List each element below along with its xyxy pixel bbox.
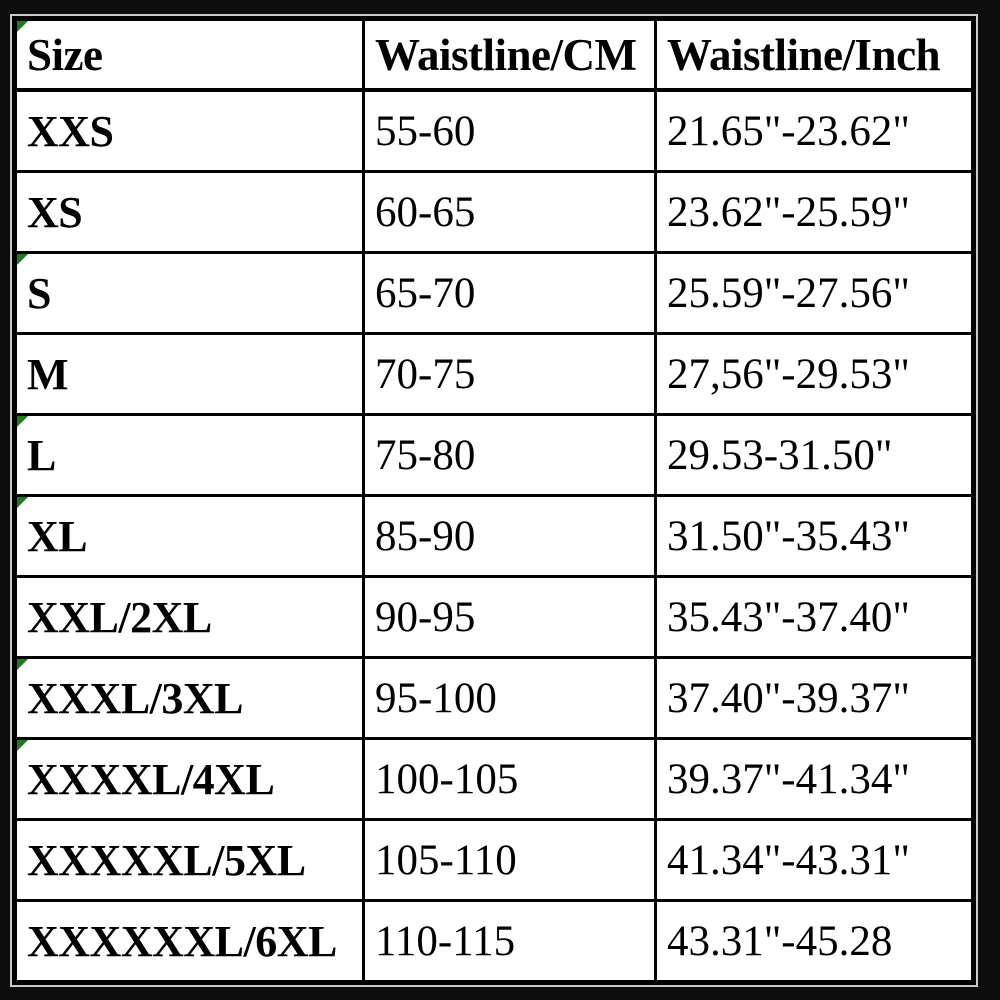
waistline-cm-cell: 100-105 — [362, 737, 657, 821]
waistline-cm-cell-text: 70-75 — [375, 350, 476, 398]
waistline-inch-cell: 25.59"-27.56" — [654, 251, 975, 335]
waistline-cm-cell-text: 85-90 — [375, 512, 476, 560]
waistline-inch-cell-text: 41.34"-43.31" — [667, 836, 910, 884]
table-row: L 75-80 29.53-31.50" — [13, 413, 975, 497]
size-chart-table: Size Waistline/CM Waistline/Inch XXS 55-6… — [10, 14, 978, 987]
size-cell-text: XL — [27, 511, 88, 561]
waistline-inch-cell-text: 27,56"-29.53" — [667, 350, 910, 398]
size-cell: L — [13, 413, 365, 497]
waistline-cm-cell: 70-75 — [362, 332, 657, 416]
waistline-inch-cell: 37.40"-39.37" — [654, 656, 975, 740]
waistline-inch-cell: 41.34"-43.31" — [654, 818, 975, 902]
waistline-inch-cell-text: 39.37"-41.34" — [667, 755, 910, 803]
header-cell-waistline-inch: Waistline/Inch — [654, 17, 975, 92]
size-cell-text: XXXXXL/5XL — [27, 835, 306, 885]
size-cell: S — [13, 251, 365, 335]
waistline-inch-cell: 23.62"-25.59" — [654, 170, 975, 254]
size-cell-text: XXXXXXL/6XL — [27, 916, 337, 966]
table-row: XXXXXL/5XL 105-110 41.34"-43.31" — [13, 818, 975, 902]
waistline-inch-cell-text: 31.50"-35.43" — [667, 512, 910, 560]
waistline-inch-cell-text: 21.65"-23.62" — [667, 107, 910, 155]
waistline-cm-cell-text: 60-65 — [375, 188, 476, 236]
size-cell: XXXXXXL/6XL — [13, 899, 365, 984]
header-inch-label: Waistline/Inch — [667, 29, 941, 80]
size-cell: XXXXXL/5XL — [13, 818, 365, 902]
waistline-inch-cell-text: 25.59"-27.56" — [667, 269, 910, 317]
size-cell: XXXXL/4XL — [13, 737, 365, 821]
waistline-inch-cell: 39.37"-41.34" — [654, 737, 975, 821]
waistline-inch-cell: 43.31"-45.28 — [654, 899, 975, 984]
size-cell-text: XXL/2XL — [27, 592, 212, 642]
waistline-cm-cell-text: 65-70 — [375, 269, 476, 317]
cell-corner-marker — [17, 417, 28, 427]
waistline-cm-cell-text: 75-80 — [375, 431, 476, 479]
cell-corner-marker — [17, 741, 28, 751]
size-cell-text: XXXL/3XL — [27, 673, 244, 723]
waistline-cm-cell: 90-95 — [362, 575, 657, 659]
waistline-cm-cell-text: 95-100 — [375, 674, 497, 722]
table-row: XXL/2XL 90-95 35.43"-37.40" — [13, 575, 975, 659]
waistline-cm-cell: 105-110 — [362, 818, 657, 902]
table-row: S 65-70 25.59"-27.56" — [13, 251, 975, 335]
size-cell: XXXL/3XL — [13, 656, 365, 740]
header-size-label: Size — [27, 29, 103, 80]
waistline-inch-cell: 29.53-31.50" — [654, 413, 975, 497]
waistline-inch-cell-text: 35.43"-37.40" — [667, 593, 910, 641]
waistline-cm-cell: 95-100 — [362, 656, 657, 740]
size-cell: XL — [13, 494, 365, 578]
cell-corner-marker — [17, 255, 28, 265]
size-cell: M — [13, 332, 365, 416]
waistline-cm-cell: 85-90 — [362, 494, 657, 578]
table-row: XXXXXXL/6XL 110-115 43.31"-45.28 — [13, 899, 975, 984]
waistline-inch-cell: 31.50"-35.43" — [654, 494, 975, 578]
waistline-cm-cell: 110-115 — [362, 899, 657, 984]
waistline-inch-cell: 21.65"-23.62" — [654, 88, 975, 173]
table-row: XL 85-90 31.50"-35.43" — [13, 494, 975, 578]
size-cell-text: XS — [27, 187, 83, 237]
size-cell-text: XXS — [27, 106, 114, 156]
waistline-cm-cell: 65-70 — [362, 251, 657, 335]
waistline-inch-cell-text: 29.53-31.50" — [667, 431, 893, 479]
waistline-cm-cell-text: 90-95 — [375, 593, 476, 641]
table-row: XXS 55-60 21.65"-23.62" — [13, 88, 975, 173]
waistline-cm-cell-text: 100-105 — [375, 755, 519, 803]
header-cm-label: Waistline/CM — [375, 29, 637, 80]
table-body: XXS 55-60 21.65"-23.62" XS 60-65 23.62"-25.59… — [13, 88, 975, 984]
waistline-cm-cell: 60-65 — [362, 170, 657, 254]
waistline-cm-cell-text: 105-110 — [375, 836, 517, 884]
size-cell-text: XXXXL/4XL — [27, 754, 275, 804]
size-cell-text: M — [27, 349, 69, 399]
waistline-inch-cell: 35.43"-37.40" — [654, 575, 975, 659]
header-cell-size: Size — [13, 17, 365, 92]
waistline-inch-cell: 27,56"-29.53" — [654, 332, 975, 416]
waistline-cm-cell-text: 55-60 — [375, 107, 476, 155]
waistline-inch-cell-text: 37.40"-39.37" — [667, 674, 910, 722]
size-cell: XXL/2XL — [13, 575, 365, 659]
header-row: Size Waistline/CM Waistline/Inch — [13, 17, 975, 92]
cell-corner-marker — [17, 498, 28, 508]
size-cell-text: S — [27, 268, 51, 318]
table-row: XXXXL/4XL 100-105 39.37"-41.34" — [13, 737, 975, 821]
size-cell: XXS — [13, 88, 365, 173]
size-cell: XS — [13, 170, 365, 254]
waistline-cm-cell: 55-60 — [362, 88, 657, 173]
waistline-cm-cell: 75-80 — [362, 413, 657, 497]
waistline-inch-cell-text: 43.31"-45.28 — [667, 917, 893, 965]
header-cell-waistline-cm: Waistline/CM — [362, 17, 657, 92]
waistline-cm-cell-text: 110-115 — [375, 917, 516, 965]
waistline-inch-cell-text: 23.62"-25.59" — [667, 188, 910, 236]
cell-corner-marker — [17, 21, 28, 32]
cell-corner-marker — [17, 660, 28, 670]
table-row: XXXL/3XL 95-100 37.40"-39.37" — [13, 656, 975, 740]
table-row: XS 60-65 23.62"-25.59" — [13, 170, 975, 254]
size-cell-text: L — [27, 430, 56, 480]
table-row: M 70-75 27,56"-29.53" — [13, 332, 975, 416]
